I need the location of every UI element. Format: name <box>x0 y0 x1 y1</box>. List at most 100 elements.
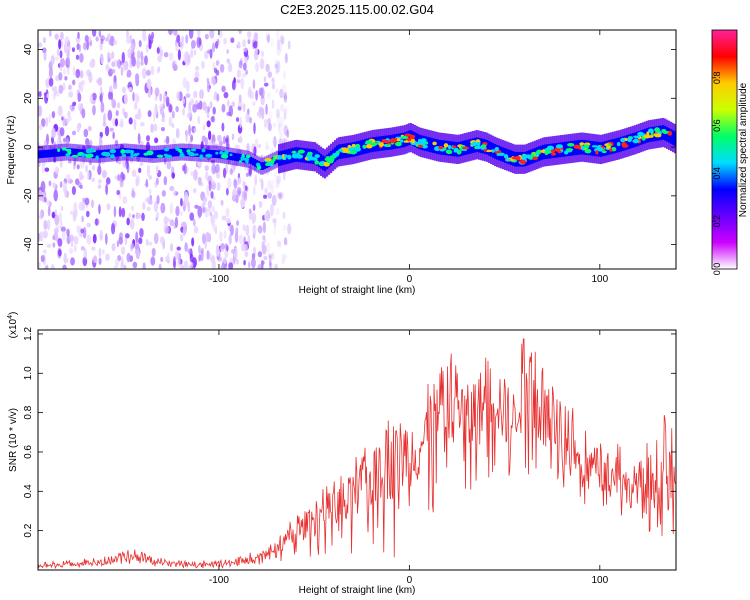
noise-blob <box>255 89 258 101</box>
noise-blob <box>205 231 211 243</box>
noise-blob <box>52 235 56 241</box>
noise-blob <box>105 177 111 185</box>
noise-blob <box>79 174 84 180</box>
ridge-blob <box>61 147 67 151</box>
ridge-core <box>64 148 67 157</box>
ridge-blob <box>348 147 353 152</box>
noise-blob <box>260 178 264 191</box>
y-multiplier: (x104) <box>7 312 19 339</box>
ridge-blob <box>314 154 320 159</box>
noise-blob <box>60 206 64 211</box>
noise-blob <box>142 201 146 211</box>
noise-blob <box>49 30 52 37</box>
noise-blob <box>192 187 197 194</box>
ridge-blob <box>385 144 392 148</box>
noise-blob <box>91 92 97 101</box>
noise-blob <box>236 69 242 79</box>
noise-blob <box>113 39 118 45</box>
noise-blob <box>266 63 270 71</box>
noise-blob <box>59 127 65 137</box>
ridge-blob <box>583 144 590 149</box>
ridge-core <box>198 149 201 157</box>
noise-blob <box>173 30 178 36</box>
noise-blob <box>209 211 213 217</box>
noise-blob <box>183 163 187 175</box>
noise-blob <box>109 127 114 132</box>
noise-blob <box>239 116 243 129</box>
noise-blob <box>84 197 90 206</box>
noise-blob <box>210 214 214 224</box>
noise-blob <box>123 60 129 71</box>
ridge-blob <box>632 139 640 144</box>
noise-blob <box>147 199 153 205</box>
noise-blob <box>270 37 274 48</box>
ridge-blob <box>476 145 481 150</box>
ridge-core <box>220 150 223 159</box>
noise-blob <box>131 169 137 178</box>
ridge-core <box>174 148 177 157</box>
noise-blob <box>193 127 197 133</box>
noise-blob <box>104 125 110 137</box>
noise-blob <box>69 104 73 111</box>
ridge-core <box>142 149 145 158</box>
noise-blob <box>127 48 132 59</box>
ridge-blob <box>418 144 423 148</box>
noise-blob <box>225 187 229 196</box>
bottom-x-tick-label: 0 <box>407 575 413 586</box>
noise-blob <box>172 64 178 72</box>
noise-blob <box>161 117 166 123</box>
ridge-core <box>176 148 179 157</box>
noise-blob <box>75 36 81 44</box>
ridge-core <box>508 149 511 165</box>
noise-blob <box>258 143 261 149</box>
ridge-core <box>200 149 203 158</box>
noise-blob <box>131 56 136 67</box>
noise-blob <box>230 224 234 236</box>
noise-blob <box>254 174 258 186</box>
noise-blob <box>227 177 232 189</box>
noise-blob <box>125 30 129 39</box>
noise-blob <box>215 69 220 76</box>
noise-blob <box>197 30 201 38</box>
noise-blob <box>219 231 223 243</box>
ridge-core <box>74 148 77 157</box>
noise-blob <box>165 226 170 234</box>
noise-blob <box>232 188 237 200</box>
noise-blob <box>58 84 64 94</box>
noise-blob <box>252 204 256 212</box>
top-y-tick-label: -40 <box>23 237 34 252</box>
ridge-core <box>100 150 103 158</box>
noise-blob <box>69 234 75 242</box>
noise-blob <box>182 98 186 104</box>
colorbar-tick-label: 0.6 <box>712 119 722 132</box>
ridge-core <box>58 148 61 157</box>
ridge-blob <box>326 159 334 164</box>
noise-blob <box>243 259 246 266</box>
noise-blob <box>133 119 137 131</box>
noise-blob <box>86 39 89 51</box>
ridge-core <box>384 135 387 151</box>
noise-blob <box>156 68 160 74</box>
noise-blob <box>151 247 156 257</box>
noise-blob <box>128 117 133 125</box>
noise-blob <box>114 118 119 127</box>
noise-blob <box>148 175 152 181</box>
noise-blob <box>249 116 253 124</box>
ridge-core <box>210 149 213 158</box>
ridge-core <box>262 162 265 170</box>
svg-text:(x104): (x104) <box>7 312 19 339</box>
ridge-core <box>564 141 567 157</box>
noise-blob <box>263 118 268 128</box>
bottom-y-tick-label: 0.2 <box>23 523 34 537</box>
noise-blob <box>276 207 280 216</box>
ridge-blob <box>422 144 428 149</box>
ridge-blob <box>503 154 509 159</box>
ridge-core <box>510 150 513 165</box>
bottom-plot-frame <box>37 329 677 571</box>
ridge-blob <box>256 165 262 170</box>
noise-blob <box>128 86 133 92</box>
noise-blob <box>262 235 266 241</box>
noise-blob <box>197 205 203 218</box>
noise-blob <box>245 69 249 75</box>
noise-blob <box>236 186 242 195</box>
